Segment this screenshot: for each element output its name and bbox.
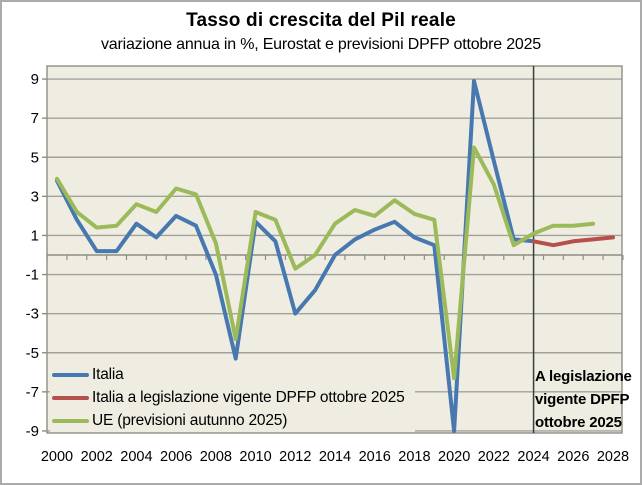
series-line-2 [55,145,596,381]
legend-line-italia-icon [52,372,89,377]
chart-title: Tasso di crescita del Pil reale [186,10,456,31]
series-line-1 [531,235,615,248]
forecast-annotation-line1: A legislazione [535,368,632,385]
x-axis-label: 2006 [160,449,192,465]
x-axis-label: 2004 [120,449,152,465]
x-axis-label: 2018 [398,449,430,465]
y-axis-label: 9 [31,71,39,88]
legend-label-ue: UE (previsioni autunno 2025) [92,411,288,429]
x-axis-label: 2010 [239,449,271,465]
legend-label-italia: Italia [92,365,124,383]
x-axis-label: 2028 [597,449,629,465]
legend-line-italia-dpfp-icon [52,395,89,400]
y-axis-label: -9 [26,423,39,440]
forecast-annotation: A legislazione vigente DPFP ottobre 2025 [535,365,632,434]
x-axis-label: 2000 [41,449,73,465]
y-axis-label: -1 [26,267,39,284]
y-axis-label: 3 [31,188,39,205]
y-axis-label: -5 [26,345,39,362]
y-axis-label: 7 [31,110,39,127]
x-axis-label: 2024 [517,449,549,465]
x-axis-label: 2008 [200,449,232,465]
x-axis-label: 2016 [359,449,391,465]
forecast-annotation-line2: vigente DPFP [535,391,630,408]
chart-legend: Italia Italia a legislazione vigente DPF… [50,363,415,432]
legend-line-ue-icon [52,418,89,423]
y-axis-label: -3 [26,306,39,323]
y-axis-label: 5 [31,149,39,166]
legend-item-ue: UE (previsioni autunno 2025) [52,409,405,432]
x-axis-label: 2014 [319,449,351,465]
chart-subtitle: variazione annua in %, Eurostat e previs… [100,36,541,53]
series-line-0 [55,79,536,433]
legend-item-italia: Italia [52,363,405,386]
forecast-annotation-line3: ottobre 2025 [535,414,622,431]
legend-label-italia-dpfp: Italia a legislazione vigente DPFP ottob… [92,388,405,406]
y-axis-label: 1 [31,227,39,244]
legend-item-italia-dpfp: Italia a legislazione vigente DPFP ottob… [52,386,405,409]
x-axis-label: 2002 [81,449,113,465]
x-axis-label: 2026 [557,449,589,465]
plot-border [46,65,623,434]
x-axis-label: 2022 [478,449,510,465]
x-axis-label: 2012 [279,449,311,465]
y-axis-label: -7 [26,384,39,401]
x-axis-label: 2020 [438,449,470,465]
